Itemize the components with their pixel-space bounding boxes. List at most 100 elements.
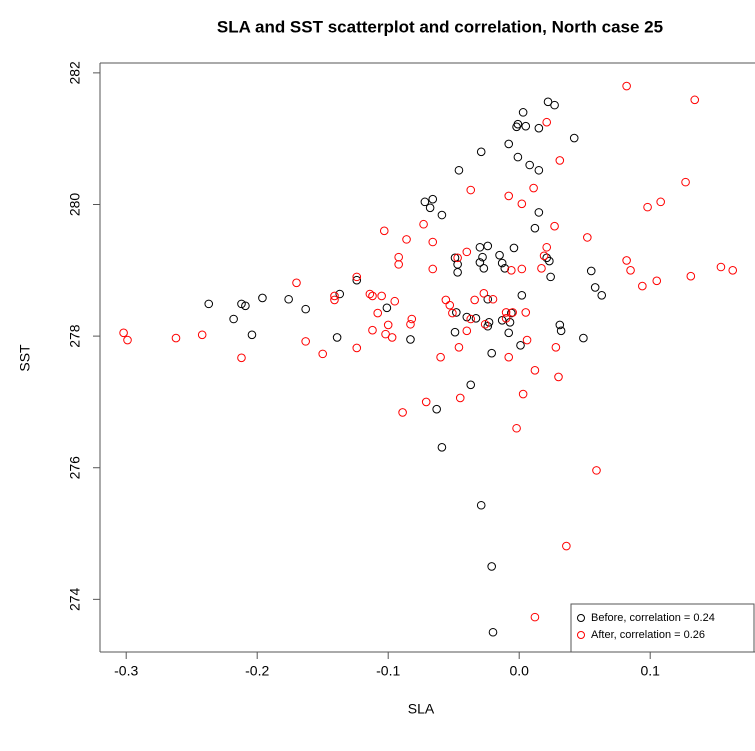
point (466, 314, 476, 324)
point (394, 252, 403, 262)
point (483, 241, 493, 251)
point (550, 100, 559, 110)
point (586, 266, 596, 276)
point (462, 247, 472, 257)
point (517, 291, 527, 300)
point (373, 308, 383, 318)
point (204, 299, 214, 309)
point (555, 156, 565, 165)
point (406, 335, 415, 344)
point (622, 81, 631, 91)
point (237, 299, 246, 309)
point (383, 320, 393, 330)
point (292, 278, 301, 288)
point (516, 341, 525, 350)
legend-marker (577, 631, 585, 639)
point (237, 353, 246, 363)
point (597, 291, 607, 300)
point (352, 343, 362, 353)
point (318, 349, 328, 359)
point (437, 210, 447, 220)
point (530, 612, 540, 622)
point (123, 335, 132, 345)
point (495, 250, 504, 260)
point (513, 119, 523, 129)
point (521, 121, 531, 131)
point (483, 294, 493, 304)
x-tick-label: 0.1 (640, 663, 660, 679)
point (421, 397, 431, 407)
point (352, 275, 362, 285)
point (425, 203, 435, 213)
point (690, 95, 700, 105)
point (529, 183, 538, 193)
point (521, 308, 531, 317)
point (509, 243, 519, 253)
y-tick-label: 280 (67, 193, 83, 217)
point (462, 312, 472, 322)
point (522, 335, 532, 345)
point (539, 251, 549, 261)
point (476, 500, 486, 510)
point (454, 342, 464, 352)
point (352, 272, 362, 282)
point (398, 408, 407, 417)
point (480, 319, 490, 329)
point (475, 258, 485, 267)
point (428, 264, 438, 274)
x-axis-label: SLA (408, 701, 435, 717)
point (402, 235, 411, 244)
point (504, 191, 514, 201)
chart-title: SLA and SST scatterplot and correlation,… (217, 17, 663, 36)
point (471, 314, 481, 323)
point (241, 301, 250, 311)
point (475, 242, 485, 252)
point (437, 443, 447, 452)
point (626, 266, 635, 275)
point (365, 289, 375, 299)
point (534, 208, 544, 217)
point (542, 242, 552, 252)
point (518, 389, 528, 399)
point (517, 199, 527, 209)
point (508, 308, 517, 317)
point (542, 117, 552, 127)
point (335, 289, 345, 299)
point (171, 333, 181, 343)
point (686, 271, 696, 281)
point (507, 266, 516, 275)
point (479, 289, 489, 298)
point (501, 308, 511, 317)
point (569, 133, 579, 143)
point (512, 423, 521, 433)
point (497, 258, 507, 268)
point (479, 264, 489, 273)
point (500, 264, 510, 273)
x-tick-label: -0.3 (114, 663, 138, 679)
point (454, 165, 464, 175)
y-tick-label: 274 (67, 587, 83, 611)
point (554, 372, 563, 382)
point (517, 264, 527, 274)
legend-box (570, 603, 755, 653)
point (483, 321, 493, 331)
point (501, 314, 511, 323)
point (562, 541, 571, 551)
point (332, 333, 342, 342)
y-tick-label: 282 (67, 61, 83, 85)
point (368, 291, 377, 301)
legend-label: After, correlation = 0.26 (591, 629, 705, 641)
point (478, 252, 487, 262)
legend-marker (577, 614, 585, 622)
point (419, 219, 428, 229)
point (537, 264, 546, 273)
point (197, 330, 207, 340)
point (466, 380, 476, 390)
point (530, 366, 540, 375)
point (470, 295, 479, 305)
point (579, 333, 588, 343)
point (406, 319, 415, 329)
y-tick-label: 278 (67, 324, 83, 348)
point (390, 296, 400, 306)
